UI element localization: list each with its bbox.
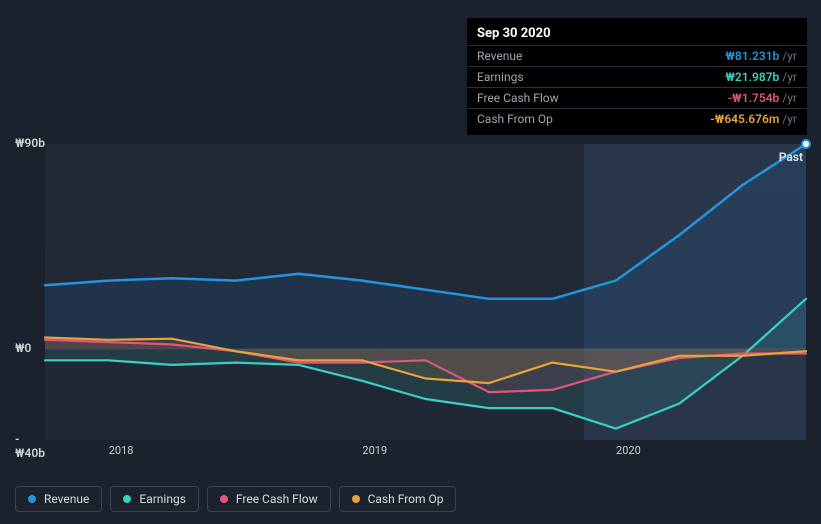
- legend-item[interactable]: Cash From Op: [339, 486, 457, 512]
- legend-dot-icon: [123, 495, 131, 503]
- legend-item[interactable]: Revenue: [15, 486, 102, 512]
- legend-dot-icon: [28, 495, 36, 503]
- x-axis-label: 2020: [616, 444, 641, 457]
- legend-label: Revenue: [44, 492, 89, 506]
- tooltip-row-value: ₩21.987b: [725, 70, 779, 84]
- tooltip-row-suffix: /yr: [782, 91, 797, 105]
- series-end-marker: [802, 140, 810, 148]
- past-label: Past: [779, 150, 803, 164]
- tooltip-row-label: Free Cash Flow: [477, 91, 559, 105]
- tooltip-row-value: ₩81.231b: [725, 49, 779, 63]
- legend-item[interactable]: Earnings: [110, 486, 199, 512]
- tooltip-row: Earnings ₩21.987b/yr: [467, 66, 807, 87]
- legend-dot-icon: [220, 495, 228, 503]
- plot-area: [45, 144, 806, 440]
- x-axis: 2018 2019 2020: [45, 444, 806, 462]
- data-tooltip: Sep 30 2020 Revenue ₩81.231b/yr Earnings ₩2…: [467, 18, 807, 135]
- legend-label: Free Cash Flow: [236, 492, 318, 506]
- x-axis-label: 2019: [362, 444, 387, 457]
- legend-item[interactable]: Free Cash Flow: [207, 486, 331, 512]
- legend-label: Cash From Op: [368, 492, 444, 506]
- legend: Revenue Earnings Free Cash Flow Cash From O…: [15, 486, 456, 512]
- x-axis-label: 2018: [109, 444, 134, 457]
- line-chart: ₩90b₩0-₩40b: [15, 120, 806, 440]
- tooltip-row-label: Revenue: [477, 49, 522, 63]
- legend-label: Earnings: [139, 492, 186, 506]
- tooltip-row-suffix: /yr: [782, 49, 797, 63]
- tooltip-row-value: -₩1.754b: [728, 91, 780, 105]
- tooltip-date: Sep 30 2020: [467, 24, 807, 45]
- tooltip-row: Free Cash Flow -₩1.754b/yr: [467, 87, 807, 108]
- tooltip-row: Revenue ₩81.231b/yr: [467, 45, 807, 66]
- tooltip-row-label: Earnings: [477, 70, 524, 84]
- legend-dot-icon: [352, 495, 360, 503]
- tooltip-row-suffix: /yr: [782, 70, 797, 84]
